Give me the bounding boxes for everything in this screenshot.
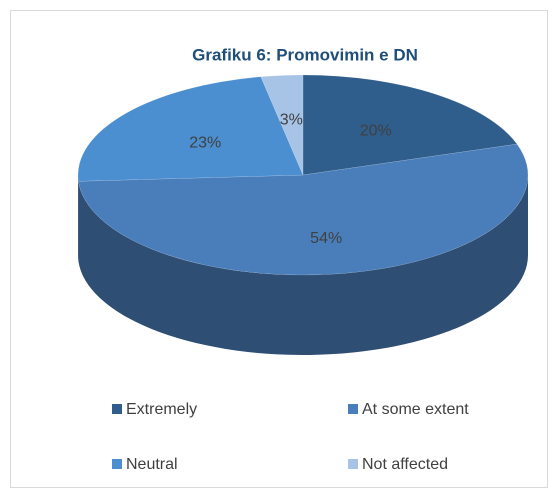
legend-swatch — [348, 404, 358, 414]
chart-title: Grafiku 6: Promovimin e DN — [192, 45, 418, 64]
legend-swatch — [112, 404, 122, 414]
pie-slice — [302, 74, 518, 176]
data-label: 54% — [310, 230, 342, 247]
data-label: 3% — [280, 111, 303, 128]
legend-label: Not affected — [362, 456, 448, 473]
legend-label: Extremely — [126, 401, 197, 418]
pie-slice — [260, 74, 304, 176]
data-label: 23% — [189, 134, 221, 151]
data-label: 20% — [360, 123, 392, 140]
pie-slice — [77, 76, 304, 182]
legend-label: At some extent — [362, 401, 469, 418]
pie-slice — [78, 143, 529, 276]
pie-side — [78, 175, 529, 356]
legend-swatch — [348, 459, 358, 469]
legend-label: Neutral — [126, 456, 178, 473]
legend-swatch — [112, 459, 122, 469]
